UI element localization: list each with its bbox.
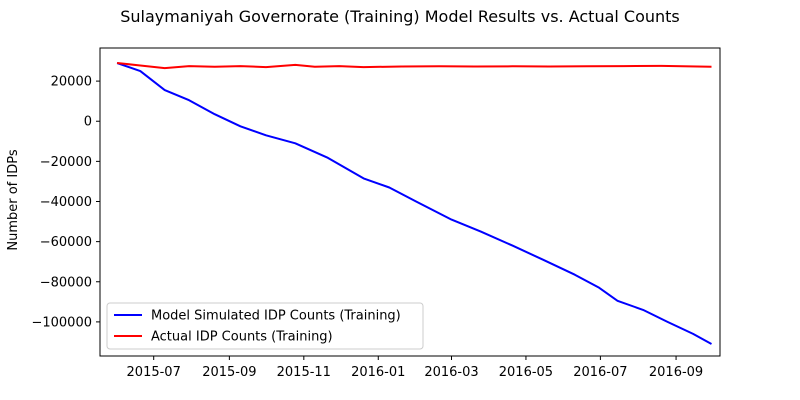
plot-area xyxy=(116,62,712,345)
legend-box xyxy=(106,302,424,350)
x-tick-label: 2015-07 xyxy=(127,365,181,380)
x-tick-label: 2016-01 xyxy=(351,365,405,380)
x-tick-label: 2016-03 xyxy=(424,365,478,380)
y-tick-label: 20000 xyxy=(51,75,92,90)
x-tick-label: 2015-09 xyxy=(202,365,256,380)
y-tick-label: −40000 xyxy=(40,195,92,210)
legend: Model Simulated IDP Counts (Training) Act… xyxy=(106,302,424,350)
series-line-0 xyxy=(116,62,712,345)
y-tick-label: −60000 xyxy=(40,235,92,250)
y-axis-label: Number of IDPs xyxy=(6,149,21,250)
y-tick-label: −20000 xyxy=(40,155,92,170)
x-tick-label: 2016-09 xyxy=(649,365,703,380)
x-tick-label: 2016-07 xyxy=(573,365,627,380)
legend-label-0: Model Simulated IDP Counts (Training) xyxy=(151,309,401,324)
axes: 2015-07 2015-09 2015-11 2016-01 2016-03 2016-… xyxy=(31,75,703,380)
plot-frame xyxy=(99,47,721,357)
chart-title: Sulaymaniyah Governorate (Training) Mode… xyxy=(120,7,680,26)
y-tick-label: 0 xyxy=(84,115,92,130)
series-line-1 xyxy=(116,62,712,70)
x-tick-label: 2016-05 xyxy=(499,365,553,380)
y-tick-label: −80000 xyxy=(40,275,92,290)
x-tick-label: 2015-11 xyxy=(277,365,331,380)
y-tick-label: −100000 xyxy=(31,315,92,330)
legend-label-1: Actual IDP Counts (Training) xyxy=(151,330,333,345)
